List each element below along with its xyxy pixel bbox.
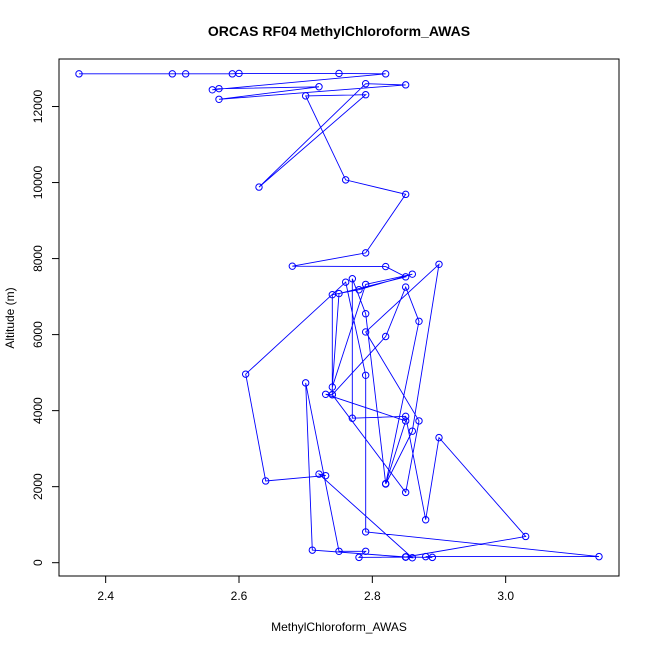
data-point: [301, 92, 310, 100]
data-point: [235, 69, 243, 78]
data-point: [241, 370, 250, 378]
data-point: [328, 383, 337, 391]
chart-title: ORCAS RF04 MethylChloroform_AWAS: [208, 23, 470, 39]
data-point: [401, 412, 410, 421]
data-point: [421, 516, 430, 524]
series-layer: [75, 69, 603, 562]
data-point: [255, 183, 263, 191]
data-point: [361, 328, 370, 336]
data-point: [361, 249, 370, 257]
data-point: [408, 270, 417, 278]
data-point: [401, 81, 410, 89]
y-tick-label: 10000: [31, 166, 45, 200]
data-point: [348, 275, 357, 283]
x-axis-label: MethylChloroform_AWAS: [271, 620, 407, 634]
data-point: [381, 70, 390, 78]
data-point: [401, 417, 410, 425]
data-point: [521, 532, 530, 541]
data-point: [355, 553, 363, 562]
data-point: [361, 547, 370, 555]
data-point: [401, 488, 410, 497]
data-point: [168, 70, 177, 78]
data-point: [301, 379, 310, 387]
data-point: [415, 317, 423, 326]
data-point: [381, 479, 390, 488]
data-point: [401, 273, 410, 281]
data-point: [215, 95, 223, 103]
data-point: [308, 546, 317, 554]
data-point: [401, 283, 410, 291]
data-point: [401, 553, 410, 561]
data-point: [361, 80, 370, 88]
x-tick-label: 2.4: [97, 589, 114, 603]
data-point: [361, 91, 370, 99]
x-tick-label: 3.0: [497, 589, 514, 603]
y-tick-label: 8000: [31, 245, 45, 272]
y-tick-label: 6000: [31, 321, 45, 348]
x-tick-label: 2.6: [231, 589, 248, 603]
data-point: [355, 286, 363, 294]
data-point: [361, 280, 370, 289]
data-point: [361, 528, 370, 536]
data-point: [361, 309, 370, 318]
data-point: [181, 70, 190, 78]
data-point: [315, 83, 323, 91]
series-line: [79, 72, 600, 559]
data-point: [381, 332, 390, 341]
data-point: [435, 433, 443, 442]
data-point: [341, 278, 350, 286]
data-point: [321, 390, 330, 398]
data-point: [328, 290, 337, 299]
y-tick-label: 4000: [31, 397, 45, 424]
data-point: [341, 176, 350, 184]
data-point: [335, 69, 343, 78]
data-point: [381, 262, 390, 271]
data-point: [348, 414, 357, 422]
data-point: [75, 70, 83, 78]
y-tick-label: 0: [31, 559, 45, 566]
data-point: [401, 190, 410, 199]
data-point: [261, 477, 270, 485]
y-tick-label: 12000: [31, 90, 45, 124]
data-point: [415, 417, 423, 425]
data-point: [428, 553, 437, 562]
data-point: [315, 470, 323, 478]
y-axis: 0 2000 4000 6000 8000 10000 12000: [31, 90, 59, 566]
x-tick-label: 2.8: [364, 589, 381, 603]
data-point: [408, 427, 417, 435]
data-point: [288, 262, 297, 270]
x-axis: 2.4 2.6 2.8 3.0: [97, 576, 514, 603]
data-point: [335, 547, 343, 555]
y-tick-label: 2000: [31, 473, 45, 500]
data-point: [321, 471, 330, 480]
plot-frame: [58, 58, 620, 577]
data-point: [595, 552, 603, 561]
data-point: [215, 84, 223, 93]
y-axis-label: Altitude (m): [3, 287, 17, 348]
data-point: [361, 371, 370, 379]
data-point: [435, 260, 443, 268]
